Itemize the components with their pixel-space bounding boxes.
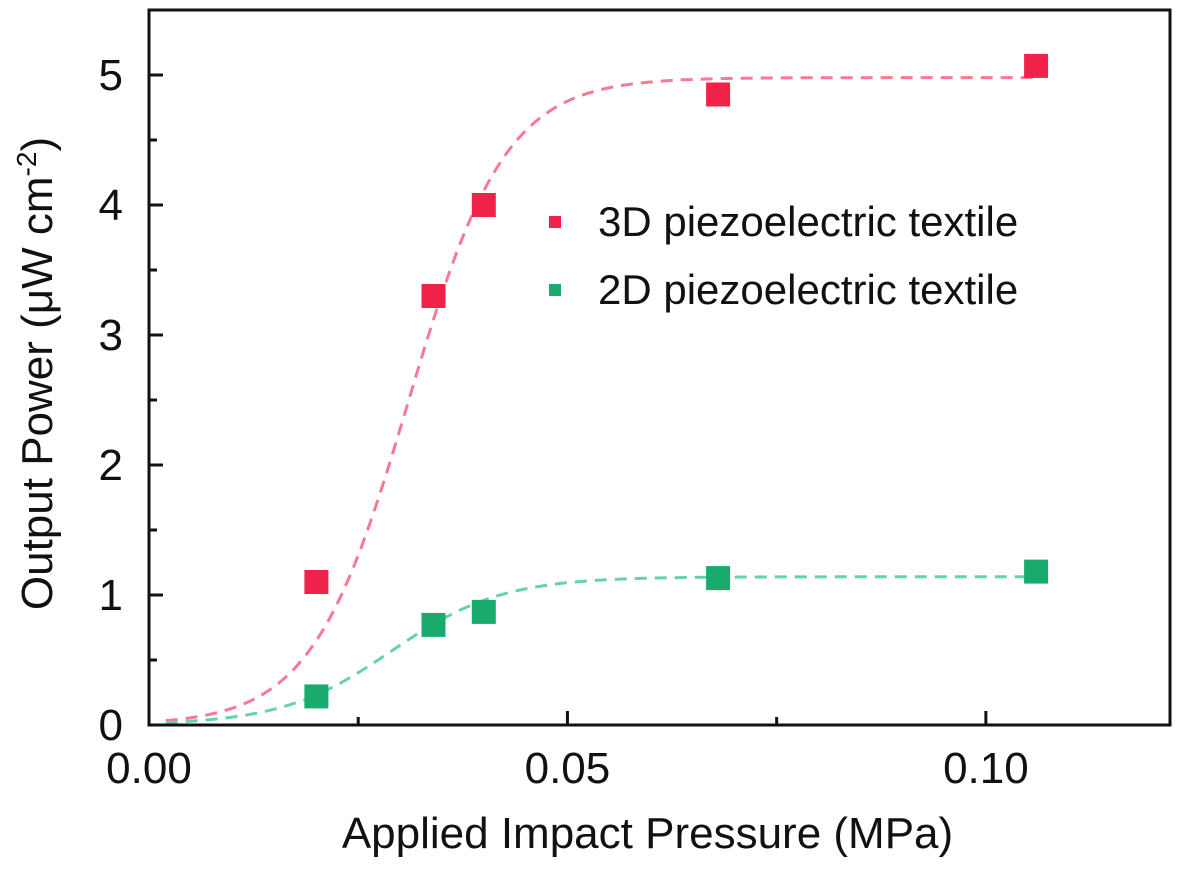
- data-point-series-1-2: [421, 284, 446, 308]
- x-tick-label-1: 0.00: [106, 744, 192, 793]
- y-tick-label-5: 4: [99, 181, 123, 230]
- y-axis-title-base: Output Power (μW cm: [13, 176, 62, 610]
- plot-frame: [147, 8, 1172, 727]
- legend-label-2: 2D piezoelectric textile: [598, 266, 1018, 313]
- data-point-series-1-1: [304, 570, 329, 594]
- legend-label-1: 3D piezoelectric textile: [598, 198, 1018, 245]
- y-tick-label-6: 5: [99, 51, 123, 100]
- data-point-series-2-4: [706, 566, 731, 591]
- y-axis-title: Output Power (μW cm-2): [11, 137, 62, 610]
- fit-curve-series-1: [165, 76, 1037, 723]
- y-tick-label-2: 1: [99, 571, 123, 620]
- data-point-series-2-1: [304, 684, 329, 709]
- x-tick-label-3: 0.10: [943, 744, 1029, 793]
- y-axis-title-sup: -2: [11, 152, 42, 177]
- legend-marker-1: [549, 216, 561, 228]
- data-point-series-1-3: [471, 193, 496, 217]
- y-tick-label-1: 0: [99, 701, 123, 750]
- data-point-series-2-5: [1024, 559, 1049, 584]
- y-axis-title-close: ): [13, 137, 62, 152]
- legend-marker-2: [549, 284, 561, 296]
- x-axis-title: Applied Impact Pressure (MPa): [342, 809, 953, 858]
- data-point-series-1-4: [706, 82, 731, 107]
- data-point-series-2-2: [421, 612, 446, 637]
- fit-curve-series-2: [165, 575, 1037, 725]
- y-tick-label-4: 3: [99, 311, 123, 360]
- data-point-series-1-5: [1024, 53, 1049, 78]
- x-tick-label-2: 0.05: [525, 744, 611, 793]
- y-tick-label-3: 2: [99, 441, 123, 490]
- data-point-series-2-3: [471, 599, 496, 624]
